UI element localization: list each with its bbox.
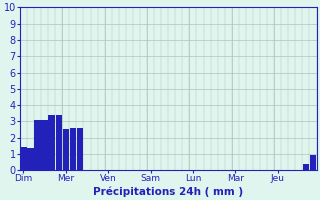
Bar (34, 120, 41, 170)
Bar (27, 148, 34, 170)
Bar (70, 128, 76, 170)
Bar (63, 129, 69, 170)
Bar (20, 147, 27, 170)
Bar (56, 115, 62, 170)
X-axis label: Précipitations 24h ( mm ): Précipitations 24h ( mm ) (93, 186, 243, 197)
Bar (49, 115, 55, 170)
Bar (303, 164, 309, 170)
Bar (77, 128, 83, 170)
Bar (310, 155, 316, 170)
Bar (41, 120, 48, 170)
